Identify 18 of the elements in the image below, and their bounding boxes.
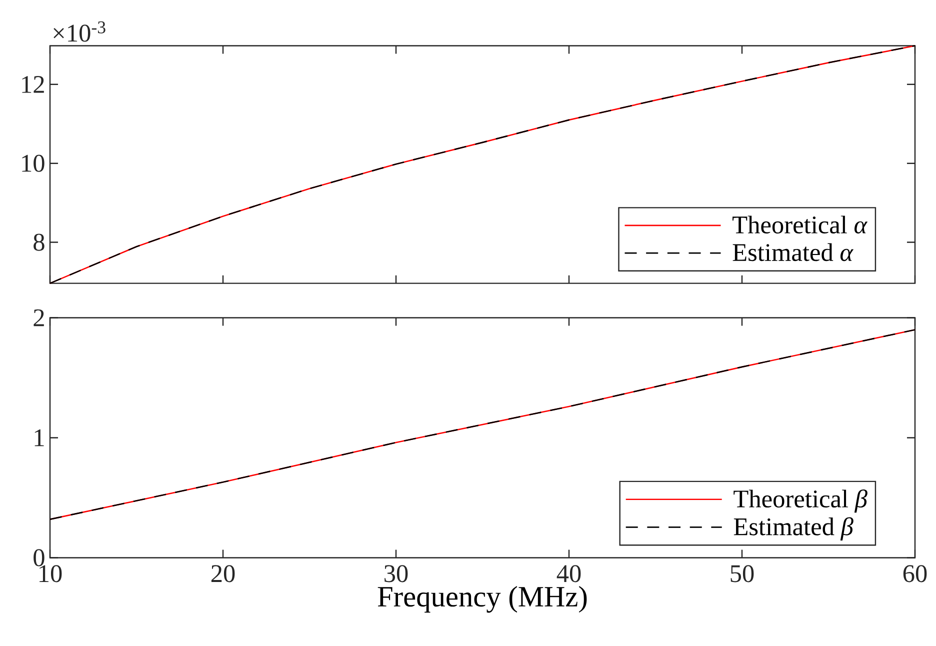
x-tick-label: 30 (384, 565, 408, 582)
x-tick-label: 50 (730, 565, 754, 582)
y-tick-label: 2 (34, 309, 44, 326)
legend-label: Estimated α (732, 243, 854, 262)
x-tick-label: 20 (211, 565, 235, 582)
y-tick-label: 10 (22, 154, 44, 172)
y-tick-label: 8 (34, 234, 44, 251)
y-tick-label: 0 (34, 549, 44, 566)
legend-label: Theoretical β (734, 489, 868, 513)
y-tick-label: 12 (22, 76, 44, 93)
line-series (49, 45, 916, 284)
x-tick-label: 60 (903, 565, 927, 582)
x-tick-label: 40 (556, 565, 581, 582)
legend-label: Theoretical α (732, 216, 868, 234)
text: ×10$^{-3}$ (54, 21, 106, 42)
legend-label: Estimated β (734, 517, 854, 541)
y-tick-label: 1 (34, 429, 44, 446)
x-axis-title: Frequency (MHz) (378, 586, 587, 613)
